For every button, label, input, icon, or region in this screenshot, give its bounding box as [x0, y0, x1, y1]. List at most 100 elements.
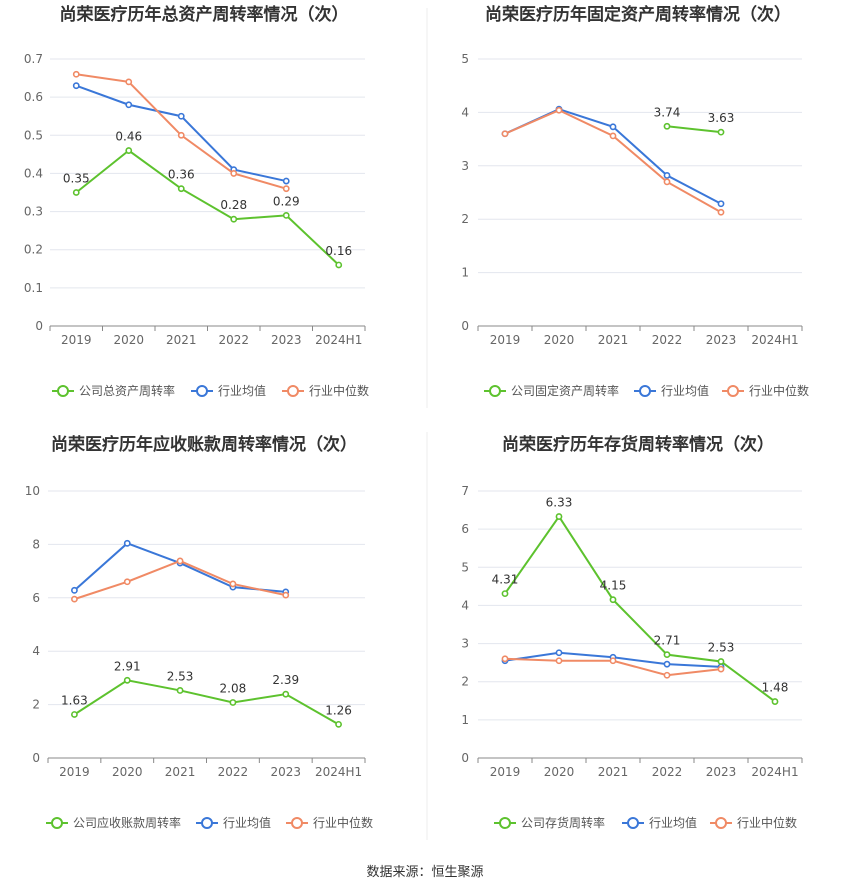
x-tick-label: 2024H1	[315, 765, 362, 779]
legend-item-avg: 行业均值	[196, 815, 271, 830]
legend-marker	[287, 385, 299, 397]
data-point-avg	[555, 649, 563, 657]
series-median	[71, 557, 290, 603]
x-tick-label: 2019	[61, 333, 92, 347]
series-company: 3.74 3.63	[654, 105, 734, 136]
chart-title: 尚荣医疗历年应收账款周转率情况（次）	[51, 434, 357, 455]
x-tick-label: 2019	[490, 333, 521, 347]
data-label: 2.53	[167, 669, 194, 683]
data-point-median	[717, 665, 725, 673]
data-label: 3.74	[654, 105, 681, 119]
legend-marker	[499, 817, 511, 829]
data-label: 1.26	[325, 703, 352, 717]
chart-panel-2: 尚荣医疗历年固定资产周转率情况（次） 0 1 2 3 4 5 2019 2020 2021 2022…	[461, 4, 809, 398]
y-tick-label: 0.5	[24, 128, 43, 142]
x-tick-label: 2021	[166, 333, 197, 347]
data-label: 2.71	[654, 634, 681, 648]
x-tick-label: 2021	[598, 333, 629, 347]
data-label: 6.33	[546, 496, 573, 510]
legend-label: 公司固定资产周转率	[511, 383, 619, 398]
legend-label: 行业均值	[649, 815, 697, 830]
data-point-company	[609, 596, 617, 604]
data-point-median	[282, 591, 290, 599]
charts-group: 尚荣医疗历年总资产周转率情况（次） 0 0.1 0.2 0.3 0.4 0.5 0.6 0.7 2…	[24, 4, 809, 830]
data-point-median	[123, 578, 131, 586]
x-tick-label: 2023	[271, 333, 302, 347]
data-point-company	[229, 699, 237, 706]
data-point-company	[282, 690, 290, 698]
data-point-company	[176, 687, 184, 694]
data-source: 数据来源：恒生聚源	[366, 865, 483, 880]
data-point-median	[663, 671, 671, 679]
data-point-company	[123, 676, 131, 684]
x-tick-label: 2024H1	[751, 765, 798, 779]
data-point-median	[609, 657, 617, 665]
data-label: 0.28	[220, 198, 247, 212]
data-point-median	[717, 208, 725, 216]
legend-item-median: 行业中位数	[282, 383, 369, 398]
data-point-median	[555, 657, 563, 665]
legend-marker	[57, 385, 69, 397]
chart-panel-1: 尚荣医疗历年总资产周转率情况（次） 0 0.1 0.2 0.3 0.4 0.5 0.6 0.7 2…	[24, 4, 369, 398]
legend-label: 行业中位数	[737, 815, 797, 830]
data-point-company	[125, 147, 133, 154]
data-label: 0.46	[115, 130, 142, 144]
x-tick-label: 2024H1	[315, 333, 362, 347]
data-point-avg	[123, 539, 131, 547]
y-tick-label: 1	[461, 266, 469, 280]
x-tick-label: 2022	[218, 333, 249, 347]
x-tick-label: 2019	[490, 765, 521, 779]
legend-item-company: 公司应收账款周转率	[46, 815, 181, 830]
data-point-company	[72, 189, 80, 196]
x-tick-label: 2023	[270, 765, 301, 779]
data-label: 0.36	[168, 168, 195, 182]
y-tick-label: 5	[461, 52, 469, 66]
chart-title: 尚荣医疗历年总资产周转率情况（次）	[60, 4, 349, 25]
legend-item-company: 公司固定资产周转率	[484, 383, 619, 398]
legend-marker	[627, 817, 639, 829]
data-point-avg	[125, 101, 133, 109]
x-tick-label: 2022	[218, 765, 249, 779]
data-point-avg	[72, 82, 80, 90]
y-tick-label: 3	[461, 159, 469, 173]
data-label: 2.08	[220, 681, 247, 695]
legend-marker	[715, 817, 727, 829]
x-tick-label: 2020	[112, 765, 143, 779]
data-point-avg	[663, 660, 671, 668]
series-median	[501, 106, 725, 216]
data-point-company	[230, 215, 238, 223]
series-median	[72, 70, 290, 193]
legend-label: 行业中位数	[313, 815, 373, 830]
data-point-avg	[663, 172, 671, 179]
y-tick-label: 0.4	[24, 166, 43, 180]
series-line-company	[666, 125, 722, 134]
series-company: 1.63 2.91 2.53 2.08 2.39 1.26	[61, 659, 352, 728]
chart-panel-4: 尚荣医疗历年存货周转率情况（次） 0 1 2 3 4 5 6 7 2019 2020 2021 2022…	[461, 434, 803, 830]
x-tick-label: 2022	[652, 333, 683, 347]
y-tick-label: 4	[461, 105, 469, 119]
legend-label: 公司应收账款周转率	[73, 815, 181, 830]
y-tick-label: 5	[461, 560, 469, 574]
data-label: 2.39	[272, 673, 299, 687]
series-company: 4.31 6.33 4.15 2.71 2.53 1.48	[492, 496, 789, 705]
data-point-company	[717, 658, 725, 665]
y-tick-label: 1	[461, 713, 469, 727]
legend-marker	[196, 385, 208, 397]
data-label: 1.63	[61, 693, 88, 707]
data-label: 0.35	[63, 172, 90, 186]
y-tick-label: 2	[461, 212, 469, 226]
x-tick-label: 2020	[544, 333, 575, 347]
y-tick-label: 10	[25, 484, 40, 498]
data-point-company	[501, 590, 509, 598]
data-label: 1.48	[762, 681, 789, 695]
series-avg	[501, 649, 725, 671]
data-point-median	[229, 580, 237, 588]
y-tick-label: 0	[35, 319, 43, 333]
legend-label: 行业中位数	[749, 383, 809, 398]
data-point-avg	[282, 177, 290, 185]
data-point-avg	[71, 586, 78, 594]
series-company: 0.35 0.46 0.36 0.28 0.29 0.16	[63, 130, 352, 269]
data-point-company	[335, 720, 342, 728]
y-tick-label: 2	[32, 698, 40, 712]
